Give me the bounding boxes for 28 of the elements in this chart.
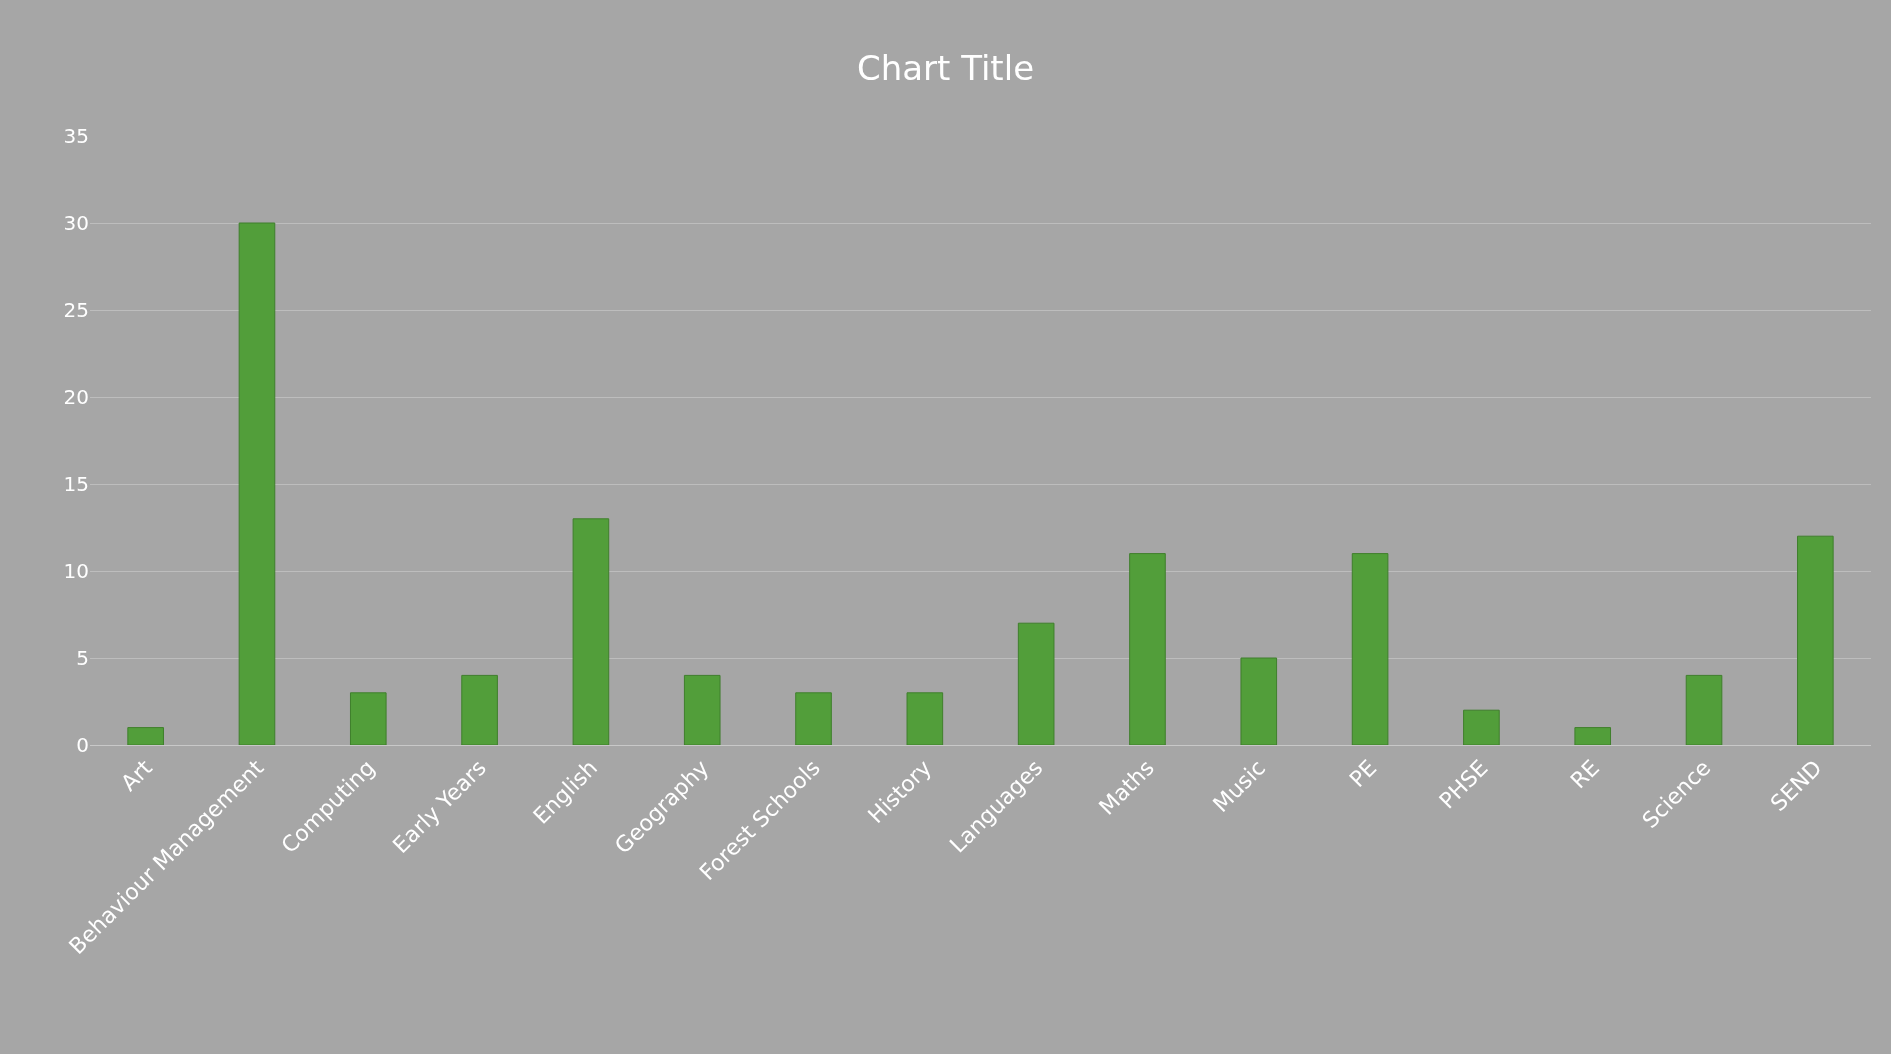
- bar: [906, 692, 944, 745]
- bar: [461, 674, 498, 745]
- bar: [1129, 553, 1166, 745]
- bar: [349, 692, 387, 745]
- bar: [572, 518, 610, 745]
- bar: [1240, 657, 1278, 745]
- bar: [1574, 727, 1612, 745]
- x-tick-label: RE: [1565, 755, 1605, 794]
- chart-title: Chart Title: [856, 48, 1035, 89]
- y-tick-label: 5: [76, 646, 89, 670]
- y-tick-label: 10: [63, 559, 89, 583]
- bar: [683, 674, 721, 745]
- y-tick-label: 35: [63, 124, 89, 148]
- bar: [1797, 535, 1834, 745]
- bar: [238, 222, 276, 745]
- y-tick-label: 15: [63, 472, 89, 496]
- y-tick-label: 20: [63, 385, 89, 409]
- y-tick-label: 25: [63, 298, 89, 322]
- y-tick-label: 30: [63, 211, 89, 235]
- x-tick-label: Art: [116, 754, 158, 796]
- bar: [1017, 622, 1055, 745]
- y-tick-label: 0: [76, 733, 89, 757]
- bar: [127, 727, 164, 745]
- bar: [1351, 553, 1389, 745]
- bar: [1685, 674, 1723, 745]
- bar: [795, 692, 832, 745]
- bar: [1463, 709, 1500, 745]
- x-tick-label: PE: [1344, 755, 1382, 792]
